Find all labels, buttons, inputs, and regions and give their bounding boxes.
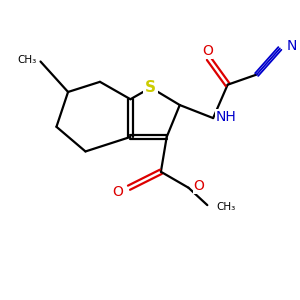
Text: S: S [145,80,156,95]
Text: O: O [202,44,213,58]
Text: CH₃: CH₃ [18,55,37,65]
Text: NH: NH [216,110,237,124]
Text: CH₃: CH₃ [216,202,235,212]
Text: O: O [112,185,123,199]
Text: N: N [286,39,297,52]
Text: O: O [194,179,205,193]
